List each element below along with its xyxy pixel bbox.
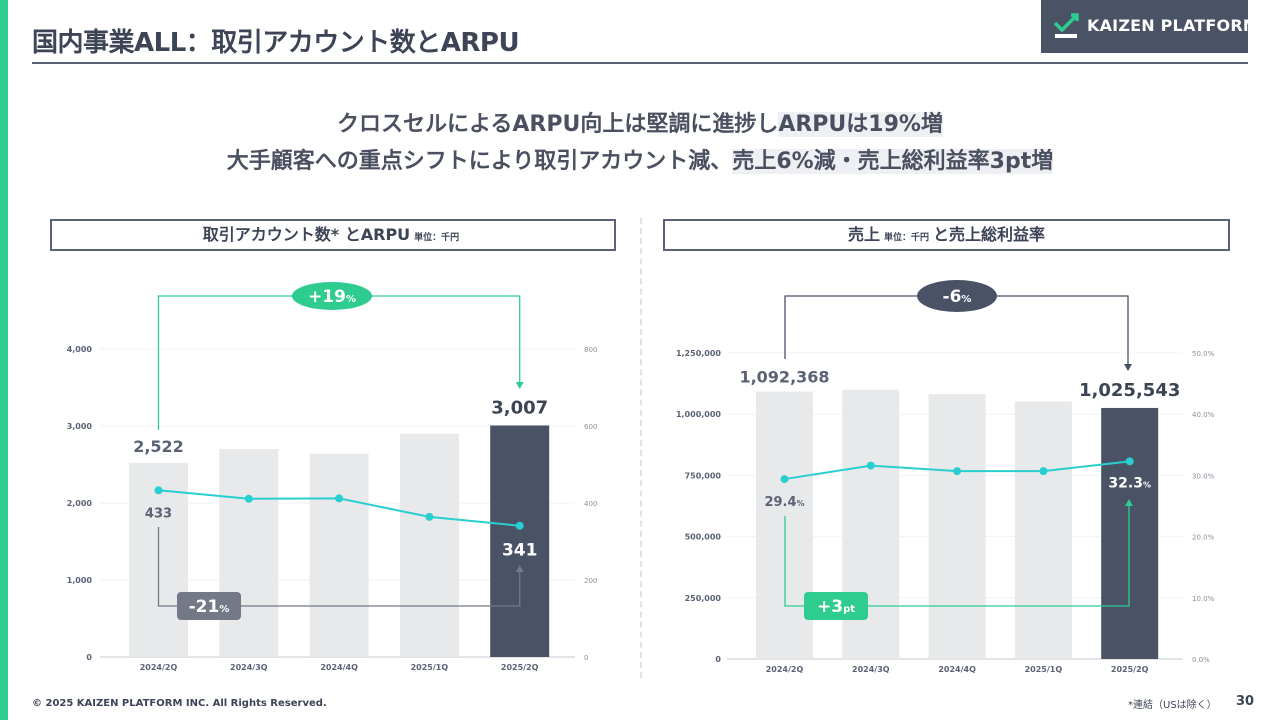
- page-number: 30: [1236, 694, 1255, 709]
- accent-bar: [0, 0, 8, 720]
- line-point-2024/2Q: [154, 486, 163, 495]
- line-point-2024/2Q: [780, 475, 789, 484]
- bar-change-label: +19%: [308, 287, 356, 307]
- y-tick-label: 2,000: [67, 499, 93, 508]
- line-change-badge: [177, 592, 241, 620]
- bar-change-arrow: [515, 382, 524, 389]
- right-panel-title-suffix: と売上総利益率: [933, 225, 1046, 244]
- bar-change-badge: [917, 280, 997, 312]
- y-tick-label: 0: [715, 655, 721, 664]
- footnote: *連結（USは除く）: [1128, 700, 1217, 711]
- line-point-2025/1Q: [1039, 467, 1048, 476]
- y-tick-label: 250,000: [685, 594, 722, 603]
- copyright: © 2025 KAIZEN PLATFORM INC. All Rights R…: [32, 698, 327, 709]
- x-tick-label: 2024/3Q: [230, 663, 268, 672]
- y2-tick-label: 200: [584, 577, 597, 585]
- line-change-arrow: [515, 565, 524, 572]
- line-change-bracket: [784, 506, 1130, 607]
- line-last-label: 32.3%: [1108, 475, 1151, 491]
- line-point-2024/3Q: [866, 461, 875, 470]
- y2-tick-label: 400: [584, 500, 597, 508]
- bar-2024/3Q: [219, 449, 279, 657]
- left-panel-title-text: 取引アカウント数* とARPU: [202, 225, 411, 244]
- bar-2024/4Q: [309, 453, 369, 657]
- right-panel-unit: 単位：千円: [883, 233, 929, 243]
- page-title: 国内事業ALL：取引アカウント数とARPU: [32, 28, 520, 58]
- line-change-bracket: [157, 527, 521, 607]
- headline-line-2: 大手顧客への重点シフトにより取引アカウント減、売上6%減・売上総利益率3pt増: [0, 143, 1280, 175]
- y2-tick-label: 800: [584, 346, 597, 354]
- x-tick-label: 2024/2Q: [140, 663, 178, 672]
- left-panel-unit: 単位：千円: [414, 233, 460, 243]
- bar-2024/4Q: [928, 394, 986, 659]
- line-change-label: -21%: [189, 597, 230, 617]
- y-tick-label: 1,000,000: [676, 410, 721, 419]
- title-rule: [32, 62, 1248, 64]
- line-change-label: +3pt: [817, 597, 855, 617]
- bar-change-label: -6%: [943, 287, 972, 307]
- y2-tick-label: 600: [584, 423, 597, 431]
- headline-2-text: 大手顧客への重点シフトにより取引アカウント減、: [226, 149, 733, 174]
- x-tick-label: 2025/2Q: [1111, 665, 1149, 674]
- y-tick-label: 4,000: [67, 345, 93, 354]
- logo: KAIZEN PLATFORM: [1041, 0, 1259, 53]
- line-point-2024/4Q: [335, 494, 344, 503]
- line-point-2024/4Q: [953, 467, 962, 476]
- line-point-2025/2Q: [515, 521, 524, 530]
- bar-first-label: 2,522: [133, 437, 184, 456]
- bar-last-label: 1,025,543: [1079, 380, 1180, 401]
- bar-last-label: 3,007: [491, 397, 548, 418]
- left-panel-title: 取引アカウント数* とARPU 単位：千円: [50, 219, 616, 251]
- x-tick-label: 2024/3Q: [852, 665, 890, 674]
- headline-1-highlight: ARPUは19%増: [778, 112, 943, 137]
- headline-1-text: クロスセルによるARPU向上は堅調に進捗し: [337, 112, 779, 137]
- line-point-2025/2Q: [1125, 457, 1134, 466]
- y-tick-label: 1,250,000: [676, 349, 721, 358]
- bar-first-label: 1,092,368: [739, 368, 829, 387]
- y-tick-label: 500,000: [685, 533, 722, 542]
- right-panel-title: 売上 単位：千円 と売上総利益率: [663, 219, 1230, 251]
- y2-tick-label: 30.0%: [1192, 472, 1215, 480]
- bar-2025/2Q: [1101, 407, 1159, 659]
- line-point-2025/1Q: [425, 512, 434, 521]
- headline-line-1: クロスセルによるARPU向上は堅調に進捗しARPUは19%増: [0, 106, 1280, 138]
- right-panel-title-text: 売上: [847, 225, 880, 244]
- x-tick-label: 2025/1Q: [411, 663, 449, 672]
- x-tick-label: 2025/1Q: [1025, 665, 1063, 674]
- y-tick-label: 0: [86, 653, 92, 662]
- x-tick-label: 2024/4Q: [320, 663, 358, 672]
- bar-2025/2Q: [490, 425, 550, 657]
- y-tick-label: 750,000: [685, 471, 722, 480]
- headline-2-highlight: 売上6%減・売上総利益率3pt増: [732, 149, 1054, 174]
- y-tick-label: 1,000: [67, 576, 93, 585]
- bar-2025/1Q: [399, 433, 459, 657]
- bar-change-badge: [292, 282, 372, 310]
- y-tick-label: 3,000: [67, 422, 93, 431]
- y2-tick-label: 50.0%: [1192, 350, 1215, 358]
- logo-text: KAIZEN PLATFORM: [1087, 16, 1259, 35]
- y2-tick-label: 10.0%: [1192, 595, 1215, 603]
- line-first-label: 29.4%: [764, 495, 804, 510]
- line-last-label: 341: [502, 541, 538, 561]
- line-point-2024/3Q: [244, 494, 253, 503]
- bar-change-arrow: [1124, 364, 1132, 371]
- line-change-badge: [804, 592, 868, 620]
- x-tick-label: 2024/2Q: [766, 665, 804, 674]
- x-tick-label: 2024/4Q: [938, 665, 976, 674]
- line-change-arrow: [1125, 499, 1133, 506]
- y2-tick-label: 40.0%: [1192, 411, 1215, 419]
- y2-tick-label: 20.0%: [1192, 534, 1215, 542]
- panel-divider: [640, 218, 642, 678]
- bar-2025/1Q: [1014, 401, 1072, 659]
- y2-tick-label: 0: [584, 654, 588, 662]
- line-first-label: 433: [145, 506, 172, 521]
- y2-tick-label: 0.0%: [1192, 656, 1210, 664]
- logo-mark-icon: [1053, 13, 1079, 38]
- x-tick-label: 2025/2Q: [501, 663, 539, 672]
